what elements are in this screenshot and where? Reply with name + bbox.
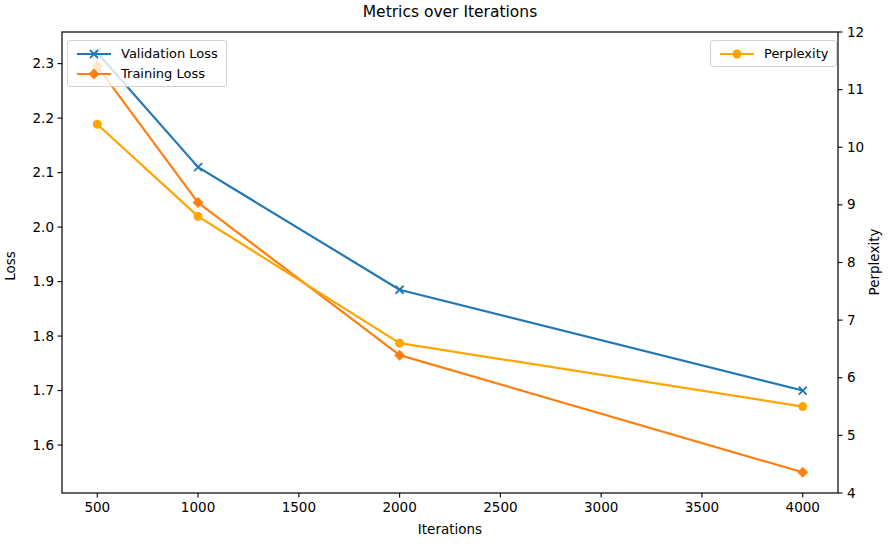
perplexity-marker (194, 212, 203, 221)
y-axis-label-right: Perplexity (866, 229, 882, 296)
chart-figure: 500 1000 1500 2000 2500 3000 3500 4000 1.6 1.7 1.8… (0, 0, 893, 547)
right-tick-label: 9 (847, 196, 856, 212)
x-tick-label: 4000 (786, 499, 820, 515)
x-tick-label: 500 (84, 499, 110, 515)
chart-title: Metrics over Iterations (363, 3, 538, 21)
legend-x-sample-icon (76, 47, 112, 61)
left-tick-label: 1.8 (33, 328, 54, 344)
legend-sample-marker (89, 68, 100, 79)
x-tick-label: 2500 (483, 499, 517, 515)
x-tick-label: 3000 (584, 499, 618, 515)
legend-item: Training Loss (76, 66, 218, 81)
right-tick-label: 4 (847, 485, 856, 501)
legend-label: Perplexity (764, 46, 828, 61)
right-tick-label: 11 (847, 81, 864, 97)
left-tick-label: 2.3 (33, 55, 54, 71)
legend-loss: Validation Loss Training Loss (67, 40, 227, 87)
legend-item: Perplexity (719, 46, 828, 61)
validation-loss-line (97, 53, 802, 391)
training-loss-marker (797, 467, 808, 478)
y-axis-label-left: Loss (2, 251, 18, 281)
legend-perplexity: Perplexity (710, 40, 837, 67)
x-tick-label: 1000 (181, 499, 215, 515)
plot-area: 500 1000 1500 2000 2500 3000 3500 4000 1.6 1.7 1.8… (33, 24, 865, 516)
legend-sample-marker (733, 49, 742, 58)
perplexity-marker (798, 402, 807, 411)
right-tick-label: 10 (847, 139, 864, 155)
axes-frame (62, 32, 838, 493)
x-tick-label: 2000 (382, 499, 416, 515)
legend-label: Validation Loss (121, 46, 218, 61)
left-tick-label: 2.0 (33, 219, 54, 235)
right-tick-label: 8 (847, 254, 856, 270)
legend-label: Training Loss (121, 66, 205, 81)
legend-item: Validation Loss (76, 46, 218, 61)
right-tick-label: 6 (847, 369, 856, 385)
right-tick-label: 12 (847, 24, 864, 40)
x-tick-label: 1500 (282, 499, 316, 515)
perplexity-marker (395, 339, 404, 348)
right-tick-label: 5 (847, 427, 856, 443)
x-tick-label: 3500 (685, 499, 719, 515)
left-tick-label: 2.2 (33, 110, 54, 126)
left-tick-label: 1.9 (33, 273, 54, 289)
left-tick-label: 2.1 (33, 164, 54, 180)
legend-diamond-sample-icon (76, 67, 112, 81)
validation-loss-marker (194, 163, 202, 171)
legend-circle-sample-icon (719, 47, 755, 61)
training-loss-line (97, 66, 802, 472)
x-axis-label: Iterations (418, 521, 482, 537)
right-tick-label: 7 (847, 312, 856, 328)
left-tick-label: 1.6 (33, 437, 54, 453)
left-tick-label: 1.7 (33, 382, 54, 398)
perplexity-marker (93, 120, 102, 129)
